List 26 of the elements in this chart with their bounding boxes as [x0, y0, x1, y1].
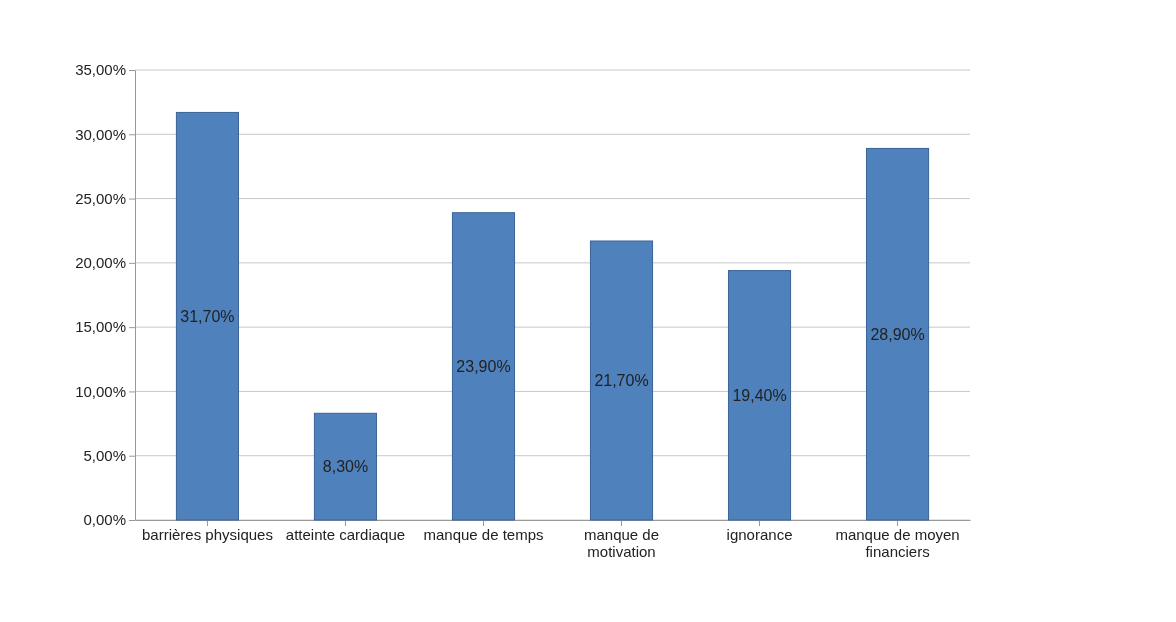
x-tick-label: ignorance [726, 525, 793, 543]
data-label: 31,70% [180, 307, 235, 325]
data-label: 28,90% [870, 325, 925, 343]
y-tick-label: 15,00% [75, 318, 126, 336]
bar [313, 412, 378, 521]
y-tick-label: 20,00% [75, 254, 126, 272]
data-label: 23,90% [456, 357, 511, 375]
bar [589, 240, 654, 521]
bar [451, 212, 516, 521]
y-tick-label: 30,00% [75, 125, 126, 143]
data-label: 8,30% [322, 458, 369, 476]
y-tick-label: 5,00% [83, 447, 126, 465]
x-tick-label: barrières physiques [142, 525, 273, 543]
x-tick-label: atteinte cardiaque [285, 525, 406, 543]
x-tick-label: manque de motivation [583, 525, 660, 560]
y-tick-label: 25,00% [75, 189, 126, 207]
bar [865, 147, 930, 521]
y-tick-label: 0,00% [83, 511, 126, 529]
y-tick-label: 10,00% [75, 382, 126, 400]
y-tick-label: 35,00% [75, 61, 126, 79]
x-tick-label: manque de temps [423, 525, 544, 543]
data-label: 19,40% [732, 386, 787, 404]
bar [175, 111, 240, 521]
data-label: 21,70% [594, 372, 649, 390]
bar [727, 270, 792, 521]
x-tick-label: manque de moyen financiers [835, 525, 960, 560]
